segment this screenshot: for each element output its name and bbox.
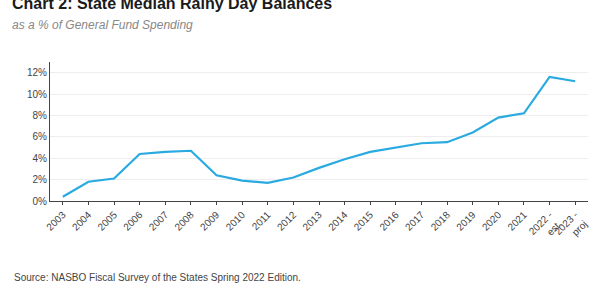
- svg-text:2008: 2008: [172, 209, 196, 233]
- svg-text:4%: 4%: [33, 153, 48, 164]
- svg-text:2017: 2017: [403, 209, 427, 233]
- svg-text:2005: 2005: [95, 209, 119, 233]
- svg-text:2015: 2015: [352, 209, 376, 233]
- svg-text:2013: 2013: [300, 209, 324, 233]
- svg-text:2012: 2012: [275, 209, 299, 233]
- svg-text:8%: 8%: [33, 110, 48, 121]
- svg-text:2003: 2003: [44, 209, 68, 233]
- svg-text:2007: 2007: [147, 209, 171, 233]
- svg-text:2%: 2%: [33, 174, 48, 185]
- svg-text:Chart 2: State Median Rainy Da: Chart 2: State Median Rainy Day Balances…: [12, 0, 332, 32]
- svg-text:2020: 2020: [480, 209, 504, 233]
- svg-text:2019: 2019: [454, 209, 478, 233]
- svg-text:0%: 0%: [33, 196, 48, 207]
- svg-text:2010: 2010: [224, 209, 248, 233]
- svg-text:2014: 2014: [326, 209, 350, 233]
- svg-text:10%: 10%: [27, 89, 47, 100]
- svg-text:2016: 2016: [377, 209, 401, 233]
- svg-text:2022 -est.: 2022 -est.: [527, 209, 564, 246]
- svg-text:2023 -proj: 2023 -proj: [552, 209, 589, 246]
- svg-text:2004: 2004: [70, 209, 94, 233]
- svg-text:2006: 2006: [121, 209, 145, 233]
- svg-text:12%: 12%: [27, 67, 47, 78]
- svg-text:6%: 6%: [33, 131, 48, 142]
- svg-text:2009: 2009: [198, 209, 222, 233]
- svg-text:2018: 2018: [429, 209, 453, 233]
- svg-text:Source: NASBO Fiscal Survey of: Source: NASBO Fiscal Survey of the State…: [14, 272, 301, 283]
- svg-text:2011: 2011: [250, 209, 273, 232]
- svg-text:2021: 2021: [505, 209, 529, 233]
